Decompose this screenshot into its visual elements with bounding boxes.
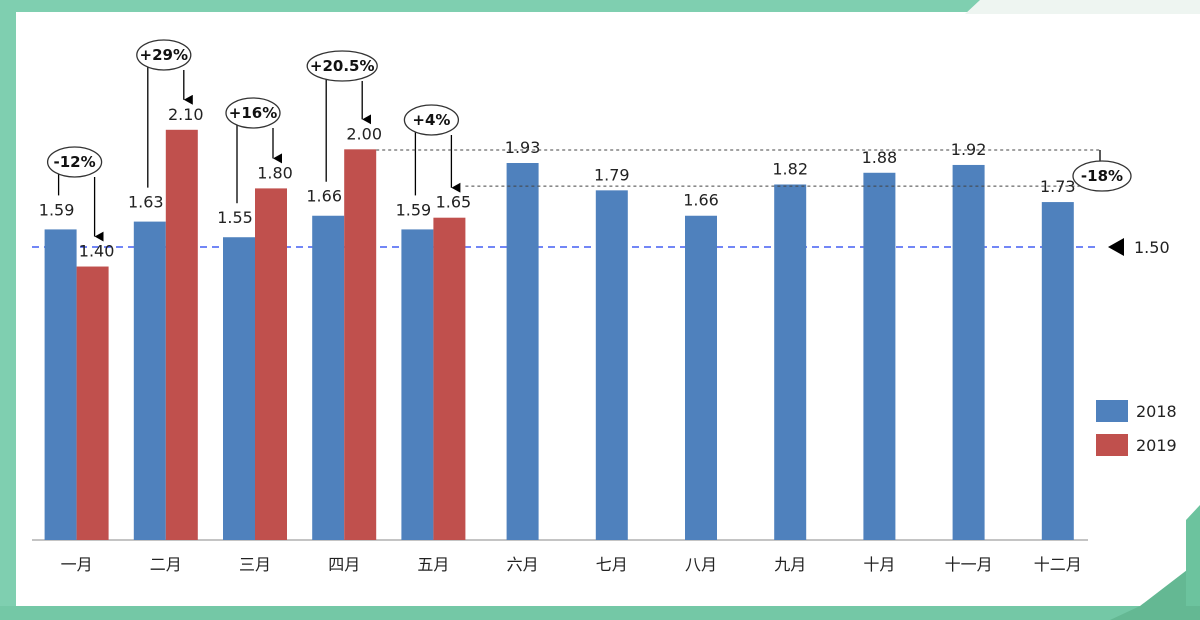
annotation-text: +16% <box>229 104 277 122</box>
change-annotation: +4% <box>403 104 461 196</box>
category-label: 十月 <box>863 555 895 574</box>
category-label: 二月 <box>150 555 182 574</box>
value-label-2018: 1.66 <box>306 187 342 206</box>
annotation-oval <box>403 104 460 136</box>
annotation-oval <box>46 146 103 178</box>
category-label: 九月 <box>774 555 806 574</box>
value-label-2019: 2.00 <box>346 124 382 143</box>
category-label: 十二月 <box>1034 555 1082 574</box>
value-label-2018: 1.93 <box>505 138 541 157</box>
bar-2018-5 <box>401 229 434 541</box>
change-annotation: +16% <box>225 97 282 204</box>
category-label: 五月 <box>417 555 449 574</box>
value-label-2019: 1.40 <box>79 242 115 261</box>
category-label: 六月 <box>507 555 539 574</box>
bar-2019-5 <box>433 217 466 540</box>
value-label-2018: 1.92 <box>951 140 987 159</box>
value-label-2019: 1.65 <box>436 193 472 212</box>
value-label-2019: 1.80 <box>257 163 293 182</box>
value-label-2018: 1.88 <box>862 148 898 167</box>
annotation-text: +4% <box>412 111 450 129</box>
annotation-oval <box>225 97 281 129</box>
category-label: 七月 <box>596 555 628 574</box>
bar-2018-2 <box>133 221 166 540</box>
annotation-text: +20.5% <box>310 57 375 75</box>
annotation-text: +29% <box>140 46 188 64</box>
bar-2018-6 <box>506 163 539 540</box>
bar-2018-1 <box>44 229 77 541</box>
category-label: 四月 <box>328 555 360 574</box>
legend-label: 2019 <box>1136 436 1177 455</box>
value-label-2019: 2.10 <box>168 105 204 124</box>
bar-2018-4 <box>312 215 345 540</box>
annotation-text: -18% <box>1081 167 1123 185</box>
bar-2018-10 <box>863 172 896 540</box>
bar-2018-3 <box>223 237 255 541</box>
annotation-oval <box>136 39 192 71</box>
bar-2019-4 <box>344 149 377 541</box>
bar-2018-11 <box>952 164 985 540</box>
change-annotation: +29% <box>136 39 193 188</box>
legend-swatch-2018 <box>1096 400 1128 422</box>
value-label-2018: 1.59 <box>39 200 75 219</box>
category-label: 三月 <box>239 555 271 574</box>
change-annotation: -12% <box>46 146 104 242</box>
bar-2018-8 <box>685 215 717 540</box>
reference-marker <box>1108 237 1124 256</box>
value-label-2018: 1.55 <box>217 208 253 227</box>
value-label-2018: 1.73 <box>1040 177 1076 196</box>
value-label-2018: 1.82 <box>772 159 808 178</box>
category-label: 八月 <box>685 555 717 574</box>
bar-2018-9 <box>774 184 807 540</box>
bar-2018-7 <box>595 190 628 540</box>
bar-2019-1 <box>76 266 109 540</box>
value-label-2018: 1.63 <box>128 193 164 212</box>
annotation-text: -12% <box>54 153 96 171</box>
reference-label: 1.50 <box>1134 238 1170 257</box>
category-label: 一月 <box>61 555 93 574</box>
legend-swatch-2019 <box>1096 434 1128 456</box>
bar-2019-2 <box>165 129 198 541</box>
annotation-oval <box>1072 160 1132 192</box>
category-label: 十一月 <box>945 555 993 574</box>
value-label-2018: 1.79 <box>594 165 630 184</box>
value-label-2018: 1.66 <box>683 191 719 210</box>
change-annotation: +20.5% <box>306 50 378 182</box>
bar-2018-12 <box>1041 202 1074 540</box>
legend-label: 2018 <box>1136 402 1177 421</box>
range-annotation: -18% <box>376 149 1132 192</box>
value-label-2018: 1.59 <box>396 200 432 219</box>
bar-2019-3 <box>255 188 287 540</box>
annotation-oval <box>306 50 378 82</box>
